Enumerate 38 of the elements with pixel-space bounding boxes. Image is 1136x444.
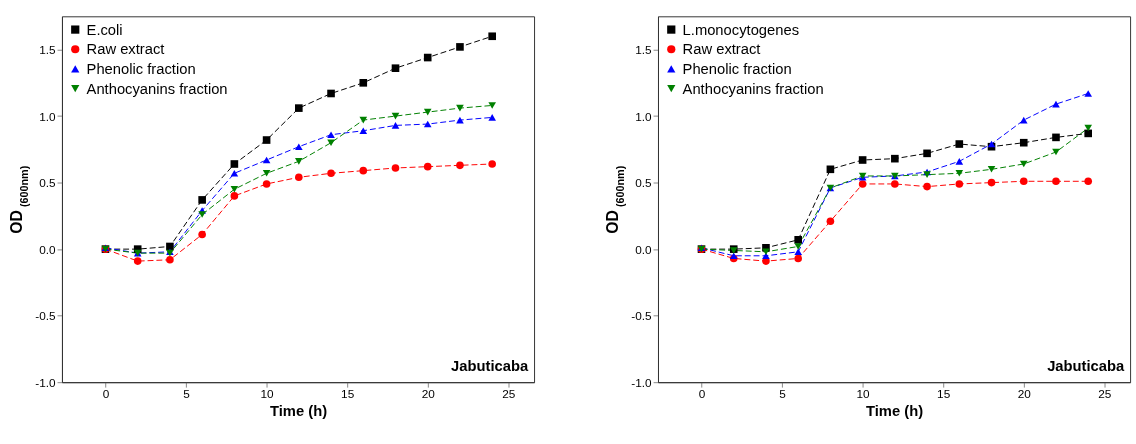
y-tick-label: 1.5 [635, 42, 653, 57]
x-tick-label: 10 [260, 387, 275, 402]
y-tick-label: -1.0 [631, 375, 653, 390]
x-tick-label: 15 [937, 387, 951, 402]
y-tick-label: 1.5 [39, 42, 56, 57]
x-tick-label: 20 [421, 387, 436, 402]
y-axis-title: OD(600nm) [7, 165, 30, 234]
legend-label: Anthocyanins fraction [86, 80, 228, 97]
x-axis-title: Time (h) [269, 403, 328, 420]
x-tick-label: 15 [341, 387, 355, 402]
x-tick-label: 0 [698, 387, 706, 402]
legend-label: L.monocytogenes [682, 21, 800, 38]
x-tick-label: 0 [102, 387, 110, 402]
y-tick-label: 0.0 [635, 242, 653, 257]
y-tick-label: 0.0 [39, 242, 56, 257]
x-tick-label: 20 [1017, 387, 1032, 402]
legend-label: Anthocyanins fraction [682, 80, 824, 97]
annotation: Jabuticaba [451, 358, 529, 375]
y-tick-label: 0.5 [39, 176, 56, 191]
legend-label: Raw extract [682, 41, 761, 58]
x-axis-title: Time (h) [865, 403, 924, 420]
y-tick-label: 0.5 [635, 176, 653, 191]
x-tick-label: 25 [1098, 387, 1112, 402]
y-axis-title: OD(600nm) [603, 165, 626, 234]
annotation: Jabuticaba [1047, 358, 1125, 375]
legend-label: Phenolic fraction [86, 60, 196, 77]
y-tick-label: -1.0 [35, 375, 57, 390]
x-tick-label: 5 [779, 387, 787, 402]
x-tick-label: 5 [183, 387, 191, 402]
x-tick-label: 25 [502, 387, 516, 402]
legend-label: E.coli [86, 21, 123, 38]
y-tick-label: -0.5 [631, 309, 653, 324]
y-tick-label: 1.0 [635, 109, 653, 124]
y-tick-label: -0.5 [35, 309, 57, 324]
legend-label: Raw extract [86, 41, 165, 58]
legend-label: Phenolic fraction [682, 60, 792, 77]
x-tick-label: 10 [856, 387, 871, 402]
y-tick-label: 1.0 [39, 109, 56, 124]
